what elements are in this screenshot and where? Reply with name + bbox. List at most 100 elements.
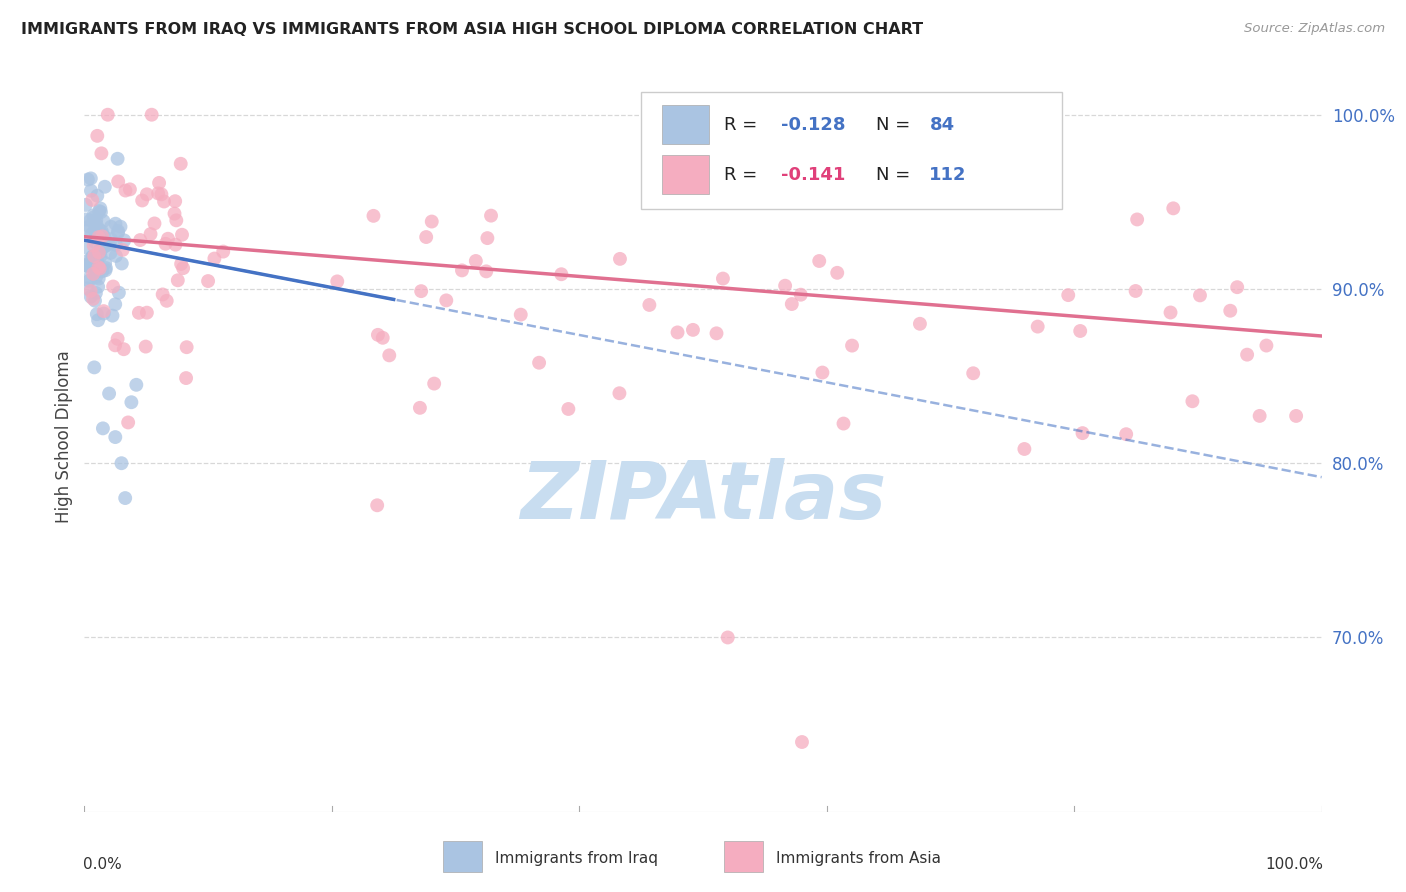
Point (790, 287, 813, 301)
Point (1069, 324, 1091, 338)
Point (411, 284, 433, 298)
Point (108, 285, 131, 300)
Point (82, 193, 104, 207)
Text: R =: R = (724, 166, 763, 184)
Point (89, 204, 111, 219)
Point (434, 293, 457, 308)
Point (91, 264, 114, 278)
Point (98, 386, 121, 401)
Point (706, 326, 728, 341)
Point (557, 402, 579, 417)
Point (1115, 427, 1137, 442)
Point (139, 227, 162, 241)
Point (110, 219, 132, 234)
Point (423, 376, 446, 391)
Text: ZIPAtlas: ZIPAtlas (520, 458, 886, 536)
Point (83, 238, 105, 252)
Point (711, 271, 734, 285)
Point (100, 232, 122, 246)
Point (104, 430, 127, 444)
Point (666, 326, 689, 340)
Text: 100.0%: 100.0% (1265, 856, 1323, 871)
Point (1256, 338, 1278, 352)
Point (100, 219, 122, 234)
Point (609, 252, 631, 266)
Point (89, 245, 111, 260)
Point (114, 491, 136, 505)
Point (104, 297, 127, 311)
Point (80, 227, 103, 241)
Point (326, 274, 349, 288)
Point (91, 421, 114, 435)
Point (172, 261, 194, 276)
Point (84, 231, 107, 245)
Point (118, 182, 141, 196)
Point (832, 417, 855, 431)
Point (212, 244, 235, 259)
Point (97, 108, 120, 122)
Text: IMMIGRANTS FROM IRAQ VS IMMIGRANTS FROM ASIA HIGH SCHOOL DIPLOMA CORRELATION CHA: IMMIGRANTS FROM IRAQ VS IMMIGRANTS FROM … (21, 22, 924, 37)
Point (75, 224, 97, 238)
Point (1249, 409, 1271, 423)
Point (107, 226, 129, 240)
Point (682, 323, 704, 337)
Point (176, 340, 198, 354)
Point (1026, 319, 1049, 334)
Point (609, 386, 631, 401)
Text: Source: ZipAtlas.com: Source: ZipAtlas.com (1244, 22, 1385, 36)
Point (112, 342, 135, 356)
Point (89, 202, 111, 216)
Point (131, 194, 153, 208)
Point (97, 237, 120, 252)
Point (366, 498, 388, 512)
Point (100, 246, 122, 260)
Point (94, 261, 117, 276)
Point (1160, 305, 1182, 319)
Point (84, 252, 107, 267)
Point (77, 172, 100, 186)
Point (1125, 284, 1147, 298)
Point (90, 205, 112, 219)
FancyBboxPatch shape (662, 105, 709, 145)
Point (1161, 202, 1184, 216)
Point (86, 128, 108, 143)
Point (165, 194, 187, 209)
Point (91, 241, 114, 255)
Point (451, 263, 474, 277)
Y-axis label: High School Diploma: High School Diploma (55, 351, 73, 524)
Point (76, 281, 98, 295)
Point (125, 377, 148, 392)
Point (165, 237, 187, 252)
Point (80, 184, 103, 198)
Text: R =: R = (724, 116, 763, 134)
Point (1181, 394, 1204, 409)
Point (1285, 409, 1308, 423)
Point (148, 176, 170, 190)
Text: N =: N = (876, 116, 917, 134)
Point (80, 290, 103, 304)
Point (477, 231, 499, 245)
Point (367, 327, 389, 342)
Text: N =: N = (876, 166, 917, 184)
Point (638, 298, 661, 312)
Point (79, 213, 101, 227)
Point (1188, 288, 1211, 302)
Point (82, 249, 104, 263)
Point (94, 263, 117, 277)
Point (808, 254, 831, 268)
Point (464, 254, 486, 268)
Point (77, 274, 100, 288)
Point (75, 198, 97, 212)
Point (101, 309, 124, 323)
Point (82, 250, 104, 264)
Point (197, 274, 219, 288)
Point (86, 188, 108, 202)
Point (1014, 442, 1036, 456)
Point (550, 267, 572, 281)
Point (1226, 280, 1249, 294)
Point (1219, 303, 1241, 318)
Point (87, 260, 110, 274)
Point (117, 416, 139, 430)
Point (110, 456, 132, 470)
Point (129, 233, 152, 247)
